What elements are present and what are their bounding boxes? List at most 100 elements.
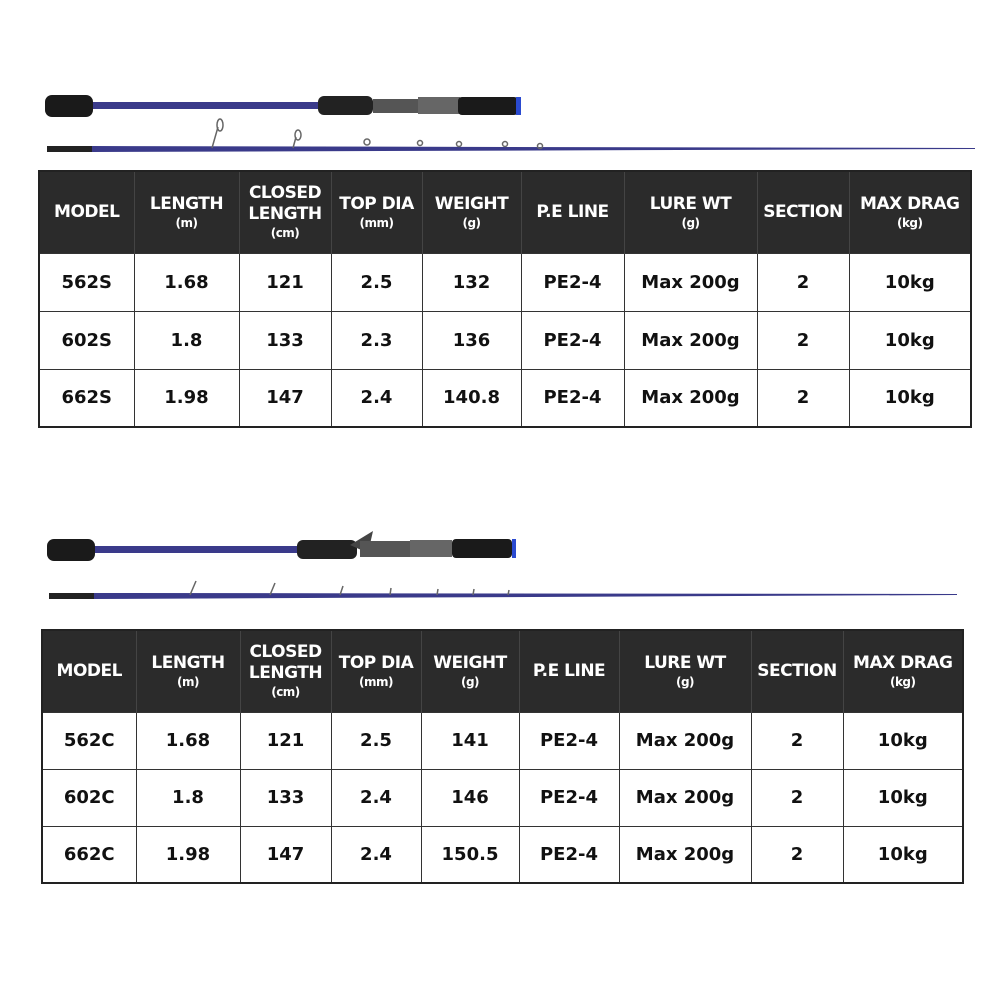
column-header: SECTION xyxy=(750,630,843,712)
column-header: TOP DIA (mm) xyxy=(330,171,422,253)
table-cell: 10kg xyxy=(848,368,972,428)
column-header-unit: (m) xyxy=(177,674,199,689)
table-cell: 136 xyxy=(421,310,522,370)
table-row: 562C 1.68 121 2.5 141 PE2-4 Max 200g 2 10kg xyxy=(41,711,964,770)
column-header-label: WEIGHT xyxy=(434,193,509,214)
table-cell: 2.4 xyxy=(330,768,422,827)
column-header-label: MAX DRAG xyxy=(853,652,953,673)
table-cell: Max 200g xyxy=(618,825,752,884)
table-cell: 121 xyxy=(239,711,332,770)
column-header-label: LURE WT xyxy=(649,193,732,214)
column-header-unit: (cm) xyxy=(271,685,300,700)
table-cell: PE2-4 xyxy=(518,825,620,884)
column-header-label: LENGTH xyxy=(149,193,224,214)
table-cell: 602C xyxy=(41,768,137,827)
column-header-label: MODEL xyxy=(56,660,123,681)
table-cell: 562S xyxy=(38,252,135,312)
column-header-unit: (g) xyxy=(681,215,700,230)
table-cell: 2 xyxy=(750,711,844,770)
table-cell: 2 xyxy=(756,252,850,312)
column-header-label: CLOSED LENGTH xyxy=(248,642,323,684)
column-header-label: MODEL xyxy=(54,201,120,222)
column-header-unit: (g) xyxy=(462,215,481,230)
column-header-label: MAX DRAG xyxy=(860,193,960,214)
table-cell: 10kg xyxy=(842,768,964,827)
spinning-spec-table: MODEL LENGTH (m) CLOSED LENGTH (cm) TOP DIA (m… xyxy=(38,170,972,428)
spinning-rod-image xyxy=(45,95,975,152)
table-cell: 146 xyxy=(420,768,520,827)
table-cell: 141 xyxy=(420,711,520,770)
column-header-label: TOP DIA xyxy=(338,652,414,673)
table-row: 602C 1.8 133 2.4 146 PE2-4 Max 200g 2 10kg xyxy=(41,768,964,827)
column-header-label: P.E LINE xyxy=(532,660,606,681)
column-header-unit: (g) xyxy=(460,674,480,689)
column-header-label: WEIGHT xyxy=(433,652,507,673)
casting-spec-table: MODEL LENGTH (m) CLOSED LENGTH (cm) TOP DIA (m… xyxy=(41,629,964,884)
column-header: MODEL xyxy=(41,630,136,712)
table-cell: PE2-4 xyxy=(518,711,620,770)
table-body: 562S 1.68 121 2.5 132 PE2-4 Max 200g 2 10kg 602S 1… xyxy=(38,252,972,428)
column-header-unit: (mm) xyxy=(359,215,394,230)
table-cell: 10kg xyxy=(848,252,972,312)
table-cell: 1.8 xyxy=(133,310,240,370)
table-row: 602S 1.8 133 2.3 136 PE2-4 Max 200g 2 10kg xyxy=(38,310,972,370)
casting-rod-image xyxy=(47,531,957,599)
table-cell: PE2-4 xyxy=(518,768,620,827)
column-header: MODEL xyxy=(38,171,134,253)
table-cell: 2 xyxy=(756,368,850,428)
table-cell: 662C xyxy=(41,825,137,884)
column-header-label: LENGTH xyxy=(151,652,225,673)
column-header: LURE WT (g) xyxy=(618,630,751,712)
table-row: 662S 1.98 147 2.4 140.8 PE2-4 Max 200g 2 10kg xyxy=(38,368,972,428)
column-header-label: SECTION xyxy=(757,660,837,681)
column-header-label: TOP DIA xyxy=(339,193,414,214)
column-header: WEIGHT (g) xyxy=(420,630,519,712)
column-header-unit: (kg) xyxy=(889,674,916,689)
table-row: 662C 1.98 147 2.4 150.5 PE2-4 Max 200g 2 10kg xyxy=(41,825,964,884)
table-cell: PE2-4 xyxy=(520,368,625,428)
column-header-unit: (m) xyxy=(175,215,198,230)
table-cell: 1.98 xyxy=(135,825,241,884)
column-header-unit: (mm) xyxy=(359,674,393,689)
table-cell: PE2-4 xyxy=(520,252,625,312)
table-cell: 562C xyxy=(41,711,137,770)
column-header: TOP DIA (mm) xyxy=(330,630,421,712)
table-cell: 10kg xyxy=(842,711,964,770)
table-cell: PE2-4 xyxy=(520,310,625,370)
table-cell: 10kg xyxy=(848,310,972,370)
table-cell: 150.5 xyxy=(420,825,520,884)
column-header-label: SECTION xyxy=(763,201,843,222)
table-cell: 1.68 xyxy=(135,711,241,770)
table-cell: Max 200g xyxy=(623,368,758,428)
column-header-label: P.E LINE xyxy=(536,201,609,222)
column-header-unit: (g) xyxy=(675,674,695,689)
table-cell: 2.5 xyxy=(330,711,422,770)
column-header: MAX DRAG (kg) xyxy=(842,630,963,712)
column-header: WEIGHT (g) xyxy=(421,171,521,253)
table-cell: 2.5 xyxy=(330,252,423,312)
column-header-label: LURE WT xyxy=(644,652,726,673)
column-header: CLOSED LENGTH (cm) xyxy=(238,171,331,253)
table-cell: Max 200g xyxy=(623,252,758,312)
table-cell: Max 200g xyxy=(618,768,752,827)
table-cell: 2 xyxy=(750,768,844,827)
table-cell: 133 xyxy=(239,768,332,827)
column-header: LENGTH (m) xyxy=(133,171,239,253)
table-cell: 147 xyxy=(239,825,332,884)
table-cell: 2.4 xyxy=(330,825,422,884)
table-cell: 147 xyxy=(238,368,332,428)
column-header: LURE WT (g) xyxy=(623,171,757,253)
table-cell: 121 xyxy=(238,252,332,312)
column-header-unit: (kg) xyxy=(896,215,923,230)
table-cell: 140.8 xyxy=(421,368,522,428)
header-row: MODEL LENGTH (m) CLOSED LENGTH (cm) TOP DIA (m… xyxy=(38,171,971,253)
column-header-label: CLOSED LENGTH xyxy=(248,183,322,225)
column-header: P.E LINE xyxy=(518,630,619,712)
table-row: 562S 1.68 121 2.5 132 PE2-4 Max 200g 2 10kg xyxy=(38,252,972,312)
column-header: LENGTH (m) xyxy=(135,630,240,712)
table-body: 562C 1.68 121 2.5 141 PE2-4 Max 200g 2 10kg 602C 1… xyxy=(41,711,964,884)
column-header: CLOSED LENGTH (cm) xyxy=(239,630,331,712)
table-cell: 133 xyxy=(238,310,332,370)
table-cell: 1.68 xyxy=(133,252,240,312)
table-cell: 2 xyxy=(750,825,844,884)
